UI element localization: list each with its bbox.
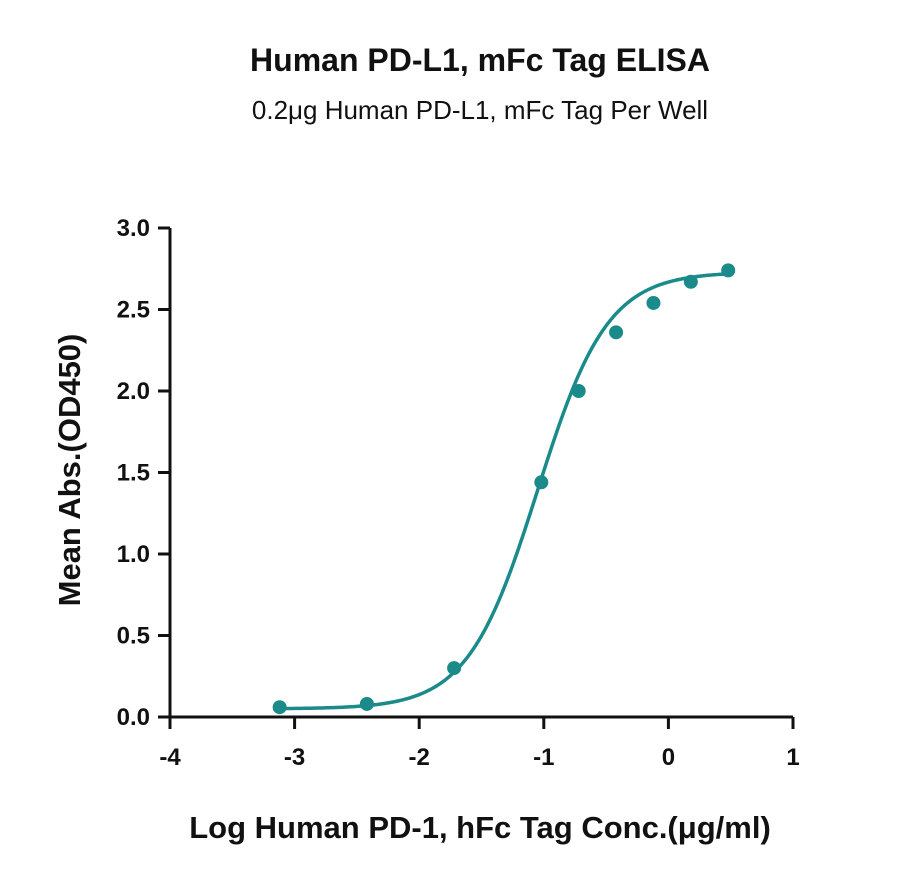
- x-tick-label: -1: [533, 744, 554, 771]
- y-tick-label: 2.0: [117, 378, 150, 405]
- x-tick-label: 1: [786, 744, 799, 771]
- data-point: [646, 295, 661, 310]
- y-tick-label: 1.0: [117, 541, 150, 568]
- fit-curve-group: [279, 272, 729, 711]
- data-points: [272, 263, 736, 715]
- data-point: [683, 274, 698, 289]
- data-point: [721, 263, 736, 278]
- x-tick-label: -3: [284, 744, 305, 771]
- y-tick-label: 3.0: [117, 215, 150, 242]
- y-axis-label: Mean Abs.(OD450): [52, 334, 87, 607]
- data-point: [447, 661, 462, 676]
- data-point: [571, 384, 586, 398]
- y-tick-label: 0.0: [117, 704, 150, 731]
- y-tick-label: 1.5: [117, 460, 150, 487]
- axes: [158, 226, 795, 729]
- x-tick-label: -4: [159, 744, 181, 771]
- data-point: [359, 696, 374, 711]
- fit-curve: [279, 272, 729, 711]
- y-tick-label: 2.5: [117, 297, 150, 324]
- y-tick-label: 0.5: [117, 623, 150, 650]
- x-tick-label: -2: [409, 744, 430, 771]
- data-point: [534, 475, 549, 490]
- data-point: [272, 700, 287, 715]
- chart-title: Human PD-L1, mFc Tag ELISA: [250, 42, 710, 78]
- data-point: [609, 325, 624, 340]
- chart-subtitle: 0.2μg Human PD-L1, mFc Tag Per Well: [251, 95, 709, 125]
- tick-labels: 0.0 0.5 1.0 1.5 2.0 2.5 3.0 -4 -3 -2 -1 0 1: [117, 215, 800, 771]
- x-axis-label: Log Human PD-1, hFc Tag Conc.(μg/ml): [189, 810, 771, 845]
- x-tick-label: 0: [662, 744, 675, 771]
